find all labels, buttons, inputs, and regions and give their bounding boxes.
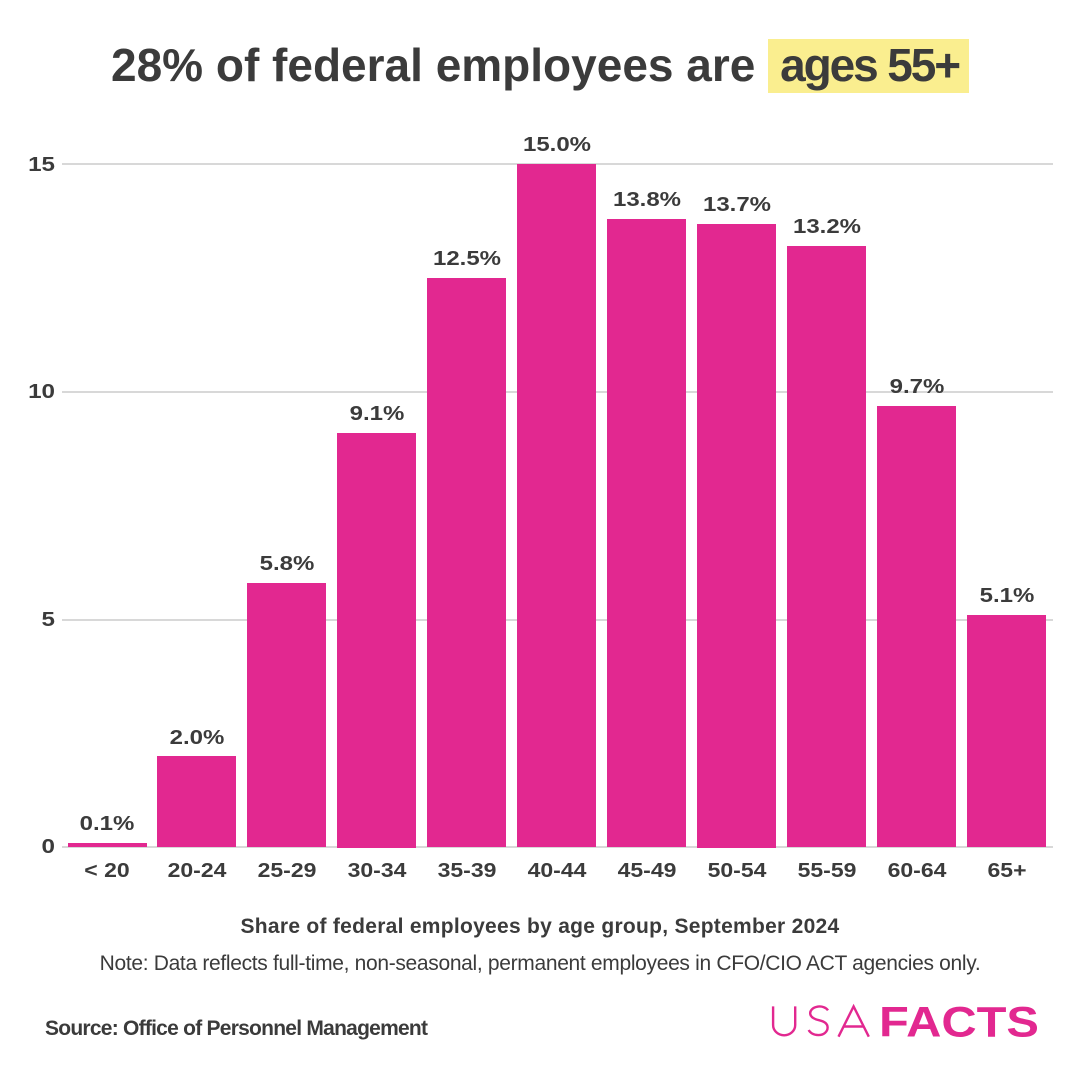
svg-text:FACTS: FACTS [879, 1000, 1039, 1047]
